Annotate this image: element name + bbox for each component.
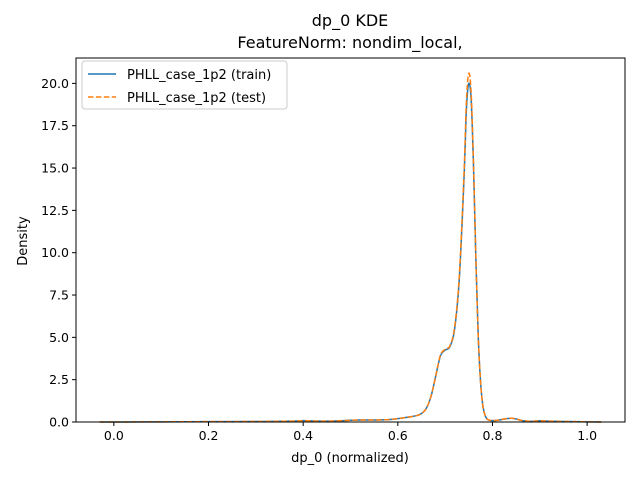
series-layer xyxy=(99,72,602,423)
y-tick-label: 20.0 xyxy=(41,76,69,91)
plot-area xyxy=(75,57,626,423)
legend-label-test: PHLL_case_1p2 (test) xyxy=(127,91,266,106)
y-tick-label: 7.5 xyxy=(49,288,69,303)
legend: PHLL_case_1p2 (train) PHLL_case_1p2 (tes… xyxy=(81,60,288,110)
y-tick-label: 17.5 xyxy=(41,118,69,133)
x-axis-ticks: 0.0 0.2 0.4 0.6 0.8 1.0 xyxy=(104,422,597,443)
axes-frame xyxy=(75,57,626,423)
y-tick-label: 5.0 xyxy=(49,330,69,345)
legend-label-train: PHLL_case_1p2 (train) xyxy=(127,68,271,83)
y-axis-label: Density xyxy=(16,216,31,266)
chart-title: dp_0 KDE xyxy=(312,11,389,31)
x-tick-label: 1.0 xyxy=(577,428,597,443)
y-tick-label: 0.0 xyxy=(49,415,69,430)
x-tick-label: 0.6 xyxy=(388,428,408,443)
x-tick-label: 0.8 xyxy=(483,428,503,443)
y-tick-label: 12.5 xyxy=(41,203,69,218)
chart-subtitle: FeatureNorm: nondim_local, xyxy=(237,33,462,53)
y-tick-label: 2.5 xyxy=(49,372,69,387)
y-tick-label: 15.0 xyxy=(41,161,69,176)
x-axis-label: dp_0 (normalized) xyxy=(291,451,409,466)
x-tick-label: 0.0 xyxy=(104,428,124,443)
x-tick-label: 0.2 xyxy=(199,428,219,443)
series-line-test xyxy=(99,72,602,423)
legend-box xyxy=(81,60,288,110)
y-axis-ticks: 0.0 2.5 5.0 7.5 10.0 12.5 15.0 17.5 20.0 xyxy=(41,76,76,430)
x-tick-label: 0.4 xyxy=(293,428,313,443)
y-tick-label: 10.0 xyxy=(41,245,69,260)
